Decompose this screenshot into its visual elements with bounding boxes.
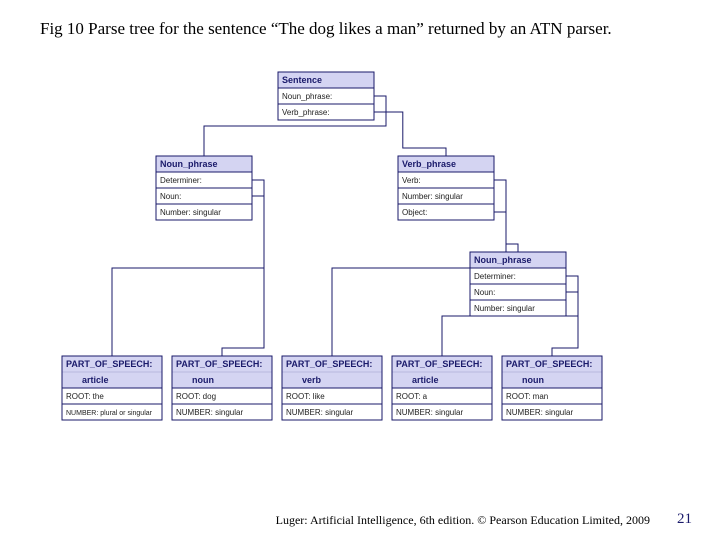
tree-node-pos_dog: PART_OF_SPEECH:noun ROOT: dog NUMBER: sing… xyxy=(172,356,272,420)
svg-text:PART_OF_SPEECH:: PART_OF_SPEECH: xyxy=(286,359,372,369)
svg-text:ROOT: like: ROOT: like xyxy=(286,392,325,401)
svg-text:PART_OF_SPEECH:: PART_OF_SPEECH: xyxy=(66,359,152,369)
svg-text:Determiner:: Determiner: xyxy=(160,176,202,185)
svg-text:NUMBER: singular: NUMBER: singular xyxy=(506,408,573,417)
svg-text:NUMBER: singular: NUMBER: singular xyxy=(396,408,463,417)
svg-text:NUMBER: singular: NUMBER: singular xyxy=(286,408,353,417)
tree-node-pos_the: PART_OF_SPEECH:article ROOT: the NUMBER: p… xyxy=(62,356,162,420)
svg-text:Noun:: Noun: xyxy=(474,288,495,297)
footer-citation: Luger: Artificial Intelligence, 6th edit… xyxy=(276,513,650,528)
svg-text:ROOT: dog: ROOT: dog xyxy=(176,392,216,401)
svg-text:Verb:: Verb: xyxy=(402,176,421,185)
svg-text:ROOT: a: ROOT: a xyxy=(396,392,428,401)
svg-text:verb: verb xyxy=(302,375,322,385)
svg-text:Number: singular: Number: singular xyxy=(160,208,221,217)
svg-text:Object:: Object: xyxy=(402,208,427,217)
svg-text:PART_OF_SPEECH:: PART_OF_SPEECH: xyxy=(396,359,482,369)
svg-text:Verb_phrase: Verb_phrase xyxy=(402,159,456,169)
tree-node-vp: Verb_phrase Verb: Number: singular Object: xyxy=(398,156,494,220)
svg-text:NUMBER: singular: NUMBER: singular xyxy=(176,408,243,417)
svg-text:Noun_phrase: Noun_phrase xyxy=(160,159,218,169)
svg-text:article: article xyxy=(412,375,439,385)
svg-text:ROOT: man: ROOT: man xyxy=(506,392,548,401)
page-number: 21 xyxy=(677,511,692,528)
parse-tree-diagram: Sentence Noun_phrase: Verb_phrase: Noun_phr… xyxy=(60,68,640,468)
svg-text:PART_OF_SPEECH:: PART_OF_SPEECH: xyxy=(176,359,262,369)
svg-text:Number: singular: Number: singular xyxy=(402,192,463,201)
tree-node-np1: Noun_phrase Determiner: Noun: Number: singu… xyxy=(156,156,252,220)
svg-text:Noun_phrase:: Noun_phrase: xyxy=(282,92,332,101)
svg-text:noun: noun xyxy=(192,375,214,385)
svg-text:ROOT: the: ROOT: the xyxy=(66,392,104,401)
svg-text:article: article xyxy=(82,375,109,385)
svg-text:PART_OF_SPEECH:: PART_OF_SPEECH: xyxy=(506,359,592,369)
svg-text:Determiner:: Determiner: xyxy=(474,272,516,281)
tree-node-pos_like: PART_OF_SPEECH:verb ROOT: like NUMBER: sin… xyxy=(282,356,382,420)
svg-text:NUMBER: plural or singular: NUMBER: plural or singular xyxy=(66,410,153,417)
svg-text:Noun_phrase: Noun_phrase xyxy=(474,255,532,265)
svg-text:Sentence: Sentence xyxy=(282,75,322,85)
svg-text:Number: singular: Number: singular xyxy=(474,304,535,313)
figure-caption: Fig 10 Parse tree for the sentence “The … xyxy=(40,18,680,39)
svg-text:Verb_phrase:: Verb_phrase: xyxy=(282,108,330,117)
tree-node-pos_man: PART_OF_SPEECH:noun ROOT: man NUMBER: sing… xyxy=(502,356,602,420)
tree-node-np2: Noun_phrase Determiner: Noun: Number: singu… xyxy=(470,252,566,316)
tree-node-sentence: Sentence Noun_phrase: Verb_phrase: xyxy=(278,72,374,120)
svg-text:noun: noun xyxy=(522,375,544,385)
svg-text:Noun:: Noun: xyxy=(160,192,181,201)
tree-node-pos_a: PART_OF_SPEECH:article ROOT: a NUMBER: sin… xyxy=(392,356,492,420)
